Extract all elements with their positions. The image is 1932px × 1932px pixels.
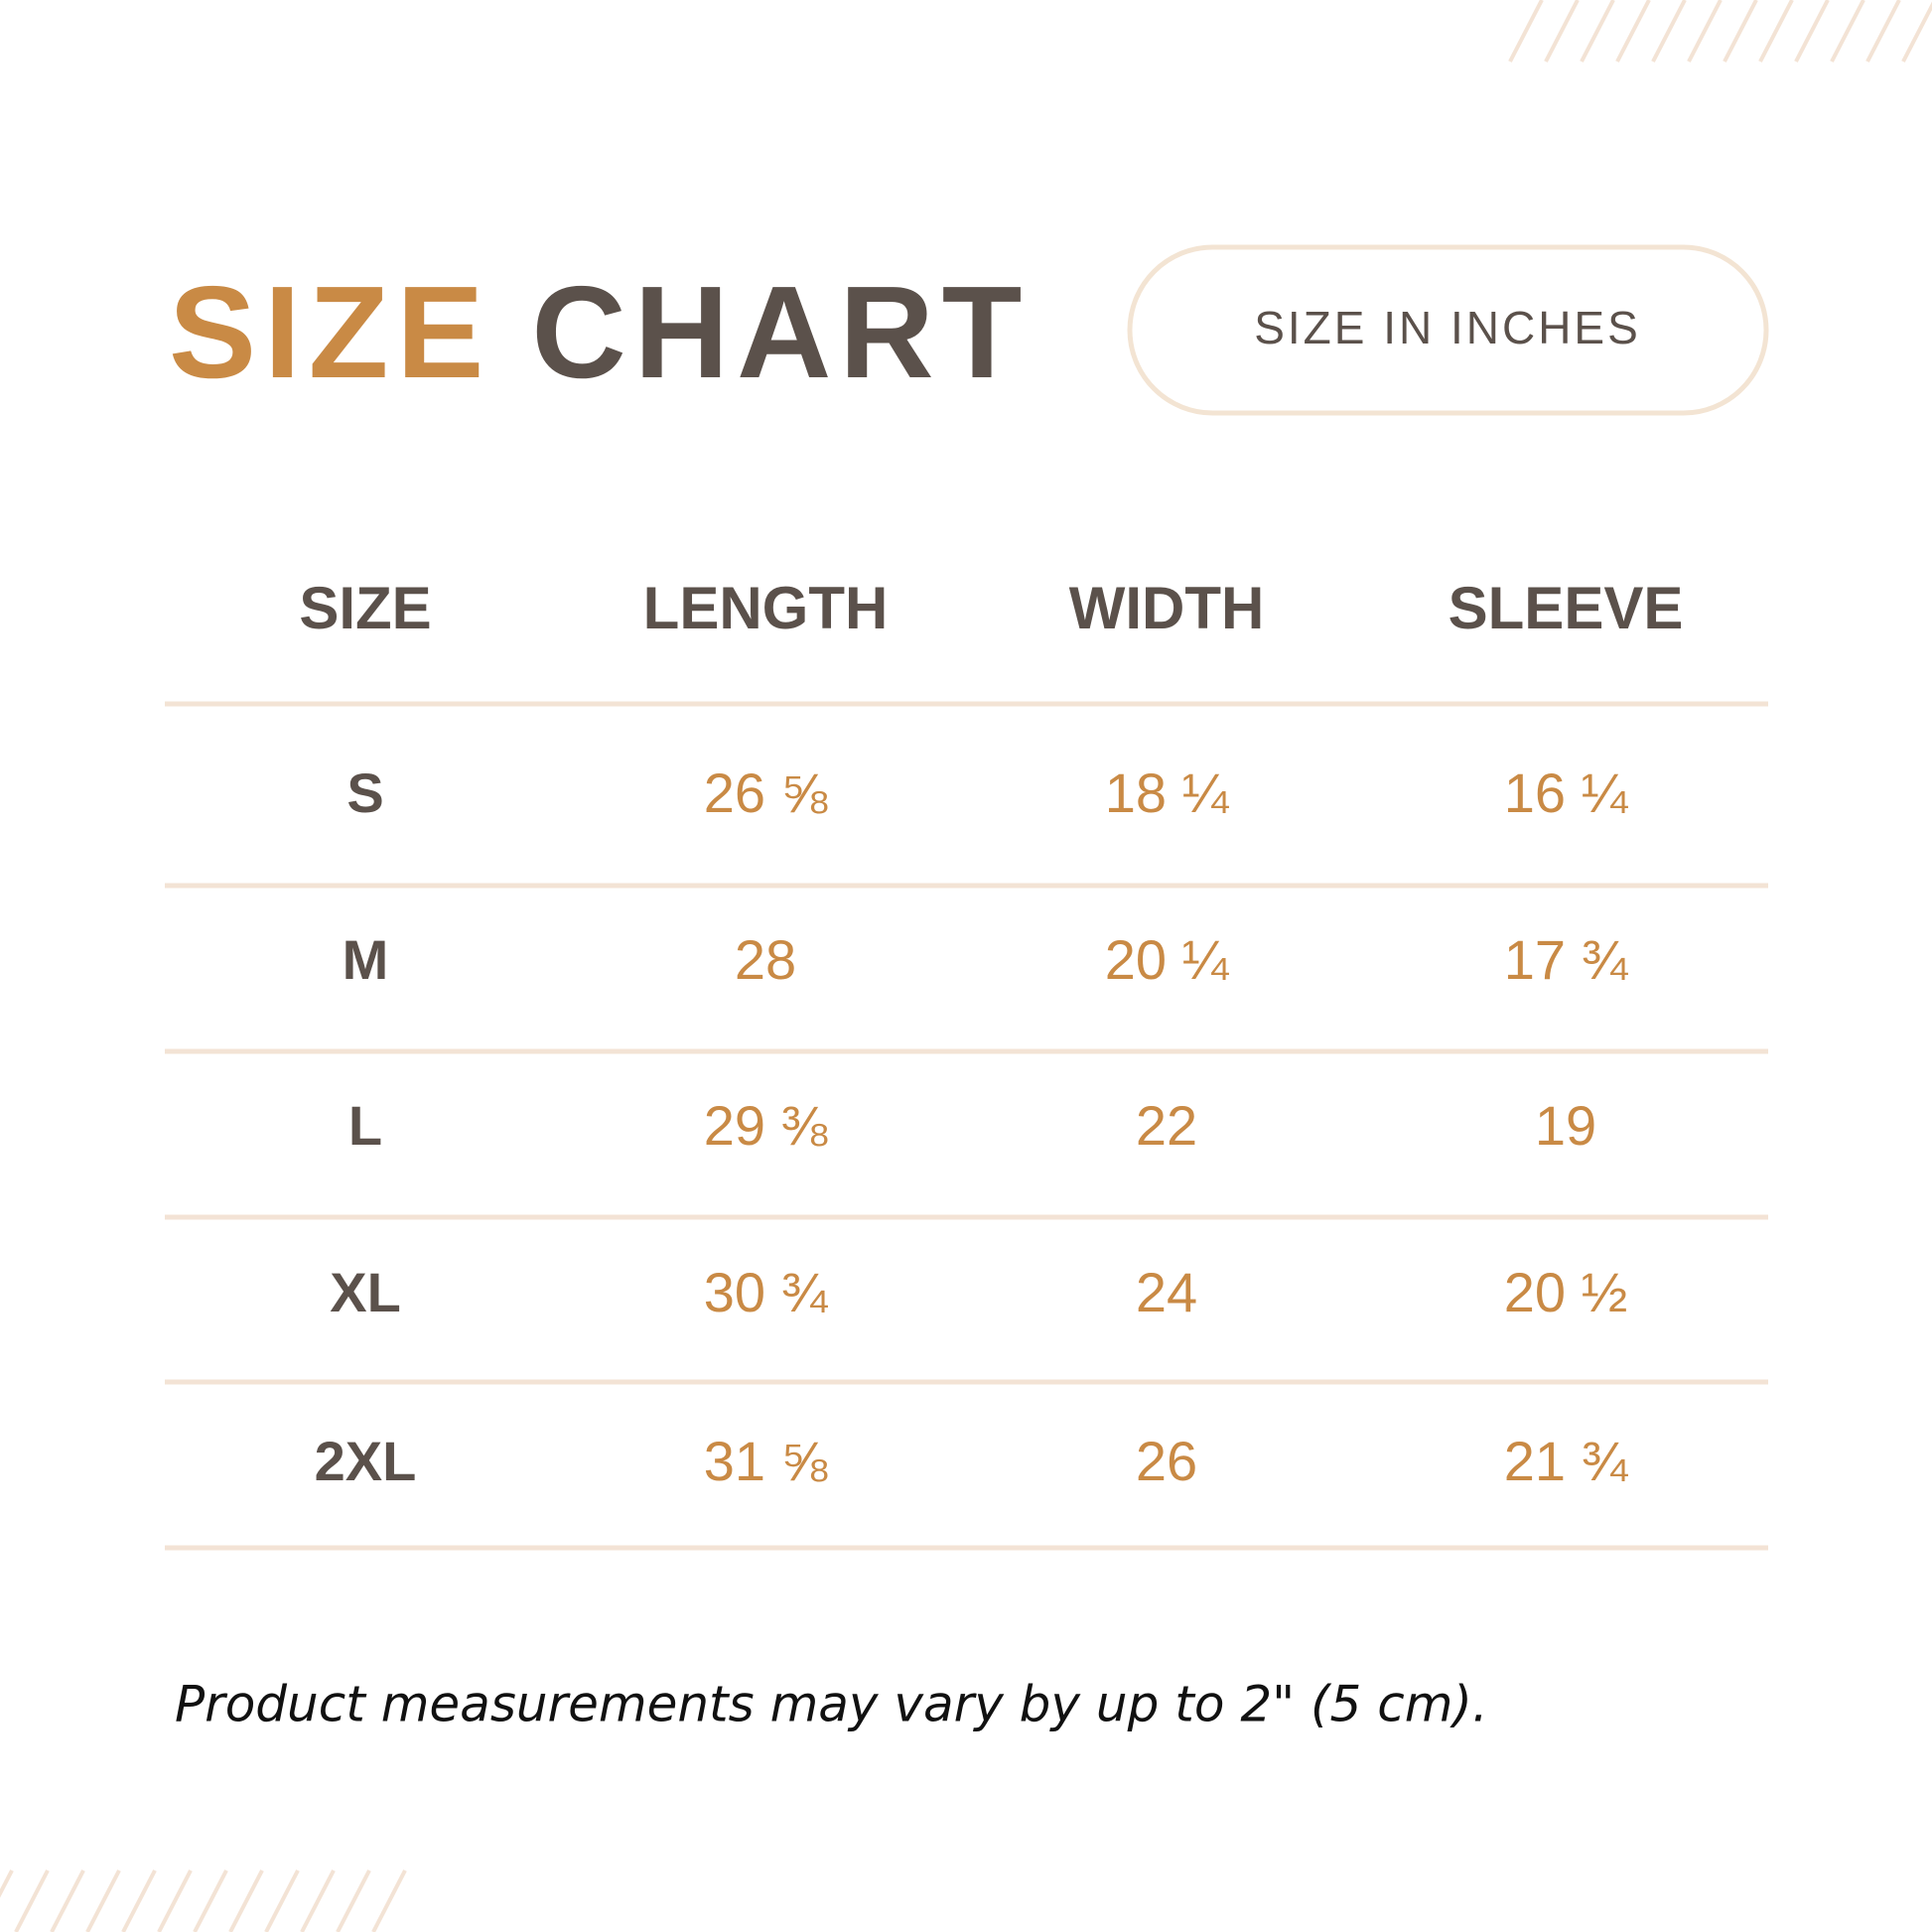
column-header: WIDTH bbox=[1069, 575, 1265, 641]
stripe bbox=[1651, 0, 1687, 63]
stripe bbox=[1758, 0, 1794, 63]
size-label: 2XL bbox=[315, 1430, 417, 1492]
stripe bbox=[1508, 0, 1544, 63]
measurement: 20 ¼ bbox=[1105, 928, 1230, 991]
stripe bbox=[1580, 0, 1615, 63]
stripe bbox=[371, 1869, 407, 1932]
measurement: 26 ⅝ bbox=[704, 761, 828, 824]
stripe bbox=[1901, 1, 1932, 63]
stripe bbox=[228, 1869, 264, 1932]
stripe bbox=[336, 1869, 371, 1932]
title-main: CHART bbox=[531, 259, 1030, 405]
title-accent: SIZE bbox=[169, 259, 491, 405]
measurement: 17 ¾ bbox=[1504, 928, 1629, 991]
stripe bbox=[264, 1869, 300, 1932]
measurement: 22 bbox=[1136, 1094, 1197, 1157]
stripe bbox=[157, 1869, 193, 1932]
stripe bbox=[121, 1869, 157, 1932]
size-label: XL bbox=[330, 1261, 401, 1323]
stripe bbox=[1723, 0, 1758, 63]
measurement: 29 ⅜ bbox=[704, 1094, 828, 1157]
badge bbox=[1127, 244, 1769, 416]
stripe bbox=[300, 1869, 336, 1932]
measurement: 19 bbox=[1535, 1094, 1596, 1157]
stripe bbox=[193, 1869, 228, 1932]
title: SIZE CHART bbox=[169, 259, 1030, 405]
measurement: 30 ¾ bbox=[704, 1261, 829, 1323]
measurement: 18 ¼ bbox=[1105, 761, 1230, 824]
stripe bbox=[14, 1869, 50, 1932]
column-header: LENGTH bbox=[643, 575, 889, 641]
stripe bbox=[50, 1869, 85, 1932]
measurement: 16 ¼ bbox=[1504, 761, 1629, 824]
stripe bbox=[1865, 0, 1901, 63]
measurement: 20 ½ bbox=[1504, 1261, 1628, 1323]
stripe bbox=[1615, 0, 1651, 63]
size-label: L bbox=[348, 1094, 382, 1157]
stripe bbox=[0, 1869, 14, 1898]
column-header: SIZE bbox=[299, 575, 431, 641]
stripe bbox=[85, 1869, 121, 1932]
stripe bbox=[1544, 0, 1580, 63]
measurement: 24 bbox=[1136, 1261, 1197, 1323]
badge-text: SIZE IN INCHES bbox=[1254, 302, 1641, 353]
size-label: S bbox=[346, 761, 383, 824]
measurement: 31 ⅝ bbox=[704, 1430, 828, 1492]
footnote: Product measurements may vary by up to 2… bbox=[175, 1676, 1488, 1733]
stripe bbox=[1687, 0, 1723, 63]
column-header: SLEEVE bbox=[1449, 575, 1684, 641]
measurement: 28 bbox=[735, 928, 796, 991]
measurement: 26 bbox=[1136, 1430, 1197, 1492]
measurement: 21 ¾ bbox=[1504, 1430, 1629, 1492]
stripe bbox=[1830, 0, 1865, 63]
stripe bbox=[1794, 0, 1830, 63]
size-label: M bbox=[343, 928, 389, 991]
